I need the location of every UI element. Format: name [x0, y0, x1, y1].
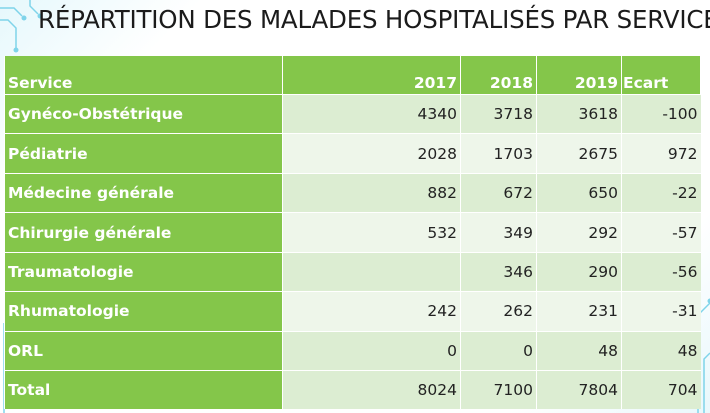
service-name: Traumatologie: [4, 251, 283, 292]
header-2017: 2017: [282, 56, 461, 95]
service-name: Total: [4, 370, 283, 409]
value-2017: [282, 251, 461, 292]
value-2018: 349: [460, 212, 537, 253]
page-title: RÉPARTITION DES MALADES HOSPITALISÉS PAR…: [38, 5, 710, 34]
value-ecart: -100: [621, 93, 701, 134]
value-2018: 1703: [460, 133, 537, 174]
value-2017: 2028: [282, 133, 461, 174]
value-2018: 346: [460, 251, 537, 292]
service-name: Pédiatrie: [4, 133, 283, 174]
table-row: Gynéco-Obstétrique 4340 3718 3618 -100: [4, 93, 701, 134]
value-2019: 2675: [536, 133, 622, 174]
value-2019: 231: [536, 291, 622, 332]
value-ecart: -56: [621, 251, 701, 292]
service-name: Rhumatologie: [4, 291, 283, 332]
value-2018: 7100: [460, 370, 537, 409]
value-2018: 262: [460, 291, 537, 332]
header-2019: 2019: [536, 56, 622, 95]
table-row: Pédiatrie 2028 1703 2675 972: [4, 133, 701, 174]
value-2019: 290: [536, 251, 622, 292]
header-service: Service: [4, 56, 283, 95]
header-2018: 2018: [460, 56, 537, 95]
value-2017: 882: [282, 172, 461, 213]
value-ecart: 704: [621, 370, 701, 409]
value-2018: 3718: [460, 93, 537, 134]
table-header-row: Service 2017 2018 2019 Ecart: [4, 56, 701, 95]
table-row: Rhumatologie 242 262 231 -31: [4, 291, 701, 332]
value-2018: 0: [460, 330, 537, 371]
table-row: Traumatologie 346 290 -56: [4, 251, 701, 292]
service-name: Médecine générale: [4, 172, 283, 213]
value-ecart: -22: [621, 172, 701, 213]
value-ecart: 48: [621, 330, 701, 371]
value-2018: 672: [460, 172, 537, 213]
service-name: Gynéco-Obstétrique: [4, 93, 283, 134]
value-2019: 7804: [536, 370, 622, 409]
table-row: Médecine générale 882 672 650 -22: [4, 172, 701, 213]
value-2017: 8024: [282, 370, 461, 409]
value-2017: 532: [282, 212, 461, 253]
hospitalization-table: Service 2017 2018 2019 Ecart Gynéco-Obst…: [4, 56, 701, 409]
table-row: ORL 0 0 48 48: [4, 330, 701, 371]
header-ecart: Ecart: [621, 56, 701, 95]
value-2017: 0: [282, 330, 461, 371]
service-name: ORL: [4, 330, 283, 371]
value-2019: 292: [536, 212, 622, 253]
table-row-total: Total 8024 7100 7804 704: [4, 370, 701, 409]
value-2019: 48: [536, 330, 622, 371]
value-2017: 242: [282, 291, 461, 332]
value-ecart: -57: [621, 212, 701, 253]
value-2019: 650: [536, 172, 622, 213]
value-ecart: -31: [621, 291, 701, 332]
table-row: Chirurgie générale 532 349 292 -57: [4, 212, 701, 253]
value-ecart: 972: [621, 133, 701, 174]
value-2017: 4340: [282, 93, 461, 134]
value-2019: 3618: [536, 93, 622, 134]
service-name: Chirurgie générale: [4, 212, 283, 253]
